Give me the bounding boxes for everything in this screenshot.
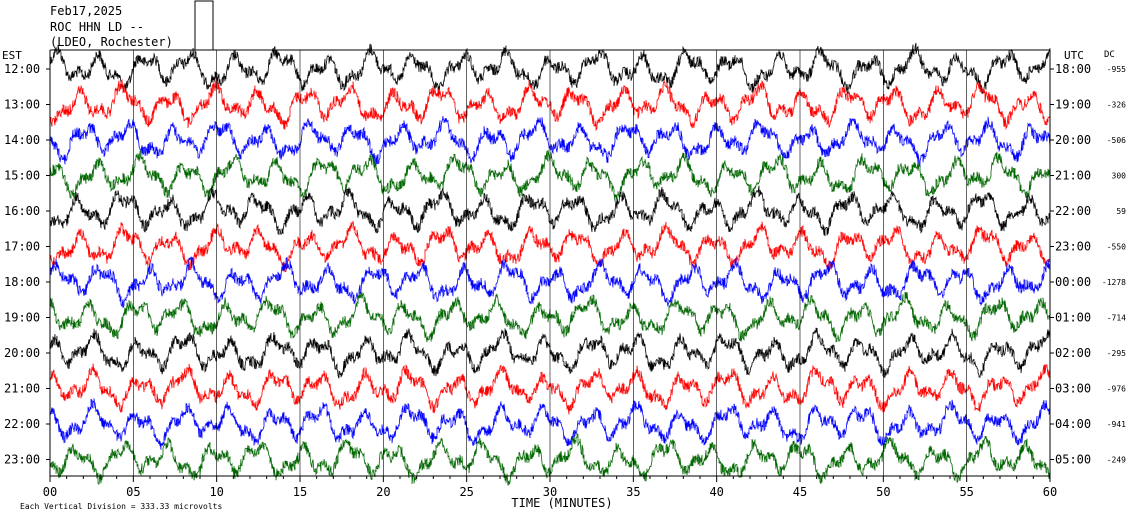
x-tick-labels: 00 05 10 15 20 25 30 35 40 45 50 55 60	[43, 485, 1057, 499]
row-label-local: 12:00	[4, 62, 40, 76]
trace-1400	[49, 116, 1051, 168]
row-dc-offset: -326	[1107, 101, 1126, 110]
row-label-local: 18:00	[4, 275, 40, 289]
x-tick-label: 40	[709, 485, 723, 499]
x-tick-label: 25	[459, 485, 473, 499]
x-tick-label: 15	[293, 485, 307, 499]
trace-2100	[49, 363, 1051, 415]
row-dc-offset: 59	[1116, 207, 1126, 216]
row-dc-offset: -249	[1107, 456, 1126, 465]
x-tick-label: 30	[543, 485, 557, 499]
left-timezone-label: EST	[2, 49, 22, 62]
row-label-utc: 02:00	[1055, 346, 1091, 360]
trace-1300	[49, 78, 1051, 132]
row-label-utc: 05:00	[1055, 453, 1091, 467]
axis-ticks	[49, 476, 1051, 482]
row-label-local: 19:00	[4, 311, 40, 325]
right-timezone-label: UTC	[1064, 49, 1084, 62]
row-label-local: 23:00	[4, 453, 40, 467]
row-label-utc: 20:00	[1055, 133, 1091, 147]
x-tick-label: 45	[793, 485, 807, 499]
x-tick-label: 20	[376, 485, 390, 499]
x-axis-title: TIME (MINUTES)	[511, 496, 612, 510]
row-label-utc: 03:00	[1055, 382, 1091, 396]
x-tick-label: 60	[1043, 485, 1057, 499]
row-label-utc: 21:00	[1055, 169, 1091, 183]
row-dc-offset: -976	[1107, 385, 1126, 394]
row-label-utc: 01:00	[1055, 311, 1091, 325]
row-dc-offset: -941	[1107, 420, 1126, 429]
row-dc-offset: -506	[1107, 136, 1126, 145]
row-label-local: 17:00	[4, 240, 40, 254]
x-tick-label: 50	[876, 485, 890, 499]
row-label-local: 20:00	[4, 346, 40, 360]
x-tick-label: 35	[626, 485, 640, 499]
row-dc-offset: 300	[1112, 172, 1127, 181]
row-label-local: 14:00	[4, 133, 40, 147]
row-label-utc: 23:00	[1055, 240, 1091, 254]
row-dc-offset: -714	[1107, 314, 1126, 323]
row-label-local: 13:00	[4, 98, 40, 112]
row-label-utc: 00:00	[1055, 275, 1091, 289]
calibration-pulse	[190, 0, 214, 51]
row-label-local: 16:00	[4, 204, 40, 218]
x-tick-label: 05	[126, 485, 140, 499]
x-tick-label: 00	[43, 485, 57, 499]
x-tick-label: 10	[209, 485, 223, 499]
row-dc-offset: -295	[1107, 349, 1126, 358]
row-dc-offset: -1278	[1102, 278, 1126, 287]
row-label-utc: 22:00	[1055, 204, 1091, 218]
trace-1600	[49, 185, 1051, 237]
trace-1800	[49, 255, 1051, 308]
header-date: Feb17,2025	[50, 4, 122, 18]
row-dc-offset: -550	[1107, 243, 1126, 252]
row-label-utc: 18:00	[1055, 62, 1091, 76]
row-dc-offset: -955	[1107, 65, 1126, 74]
row-label-local: 22:00	[4, 417, 40, 431]
row-label-local: 21:00	[4, 382, 40, 396]
x-tick-label: 55	[959, 485, 973, 499]
header-station: ROC HHN LD --	[50, 20, 144, 34]
header-network: (LDEO, Rochester)	[50, 35, 173, 49]
grid-lines	[133, 50, 967, 476]
row-label-utc: 19:00	[1055, 98, 1091, 112]
row-label-local: 15:00	[4, 169, 40, 183]
row-labels: 12:00 18:00 -955 13:00 19:00 -326 14:00 20:00 -5…	[4, 62, 1126, 467]
footer-scale-note: Each Vertical Division = 333.33 microvol…	[20, 502, 222, 511]
dc-offset-header: DC	[1104, 50, 1115, 60]
row-label-utc: 04:00	[1055, 417, 1091, 431]
